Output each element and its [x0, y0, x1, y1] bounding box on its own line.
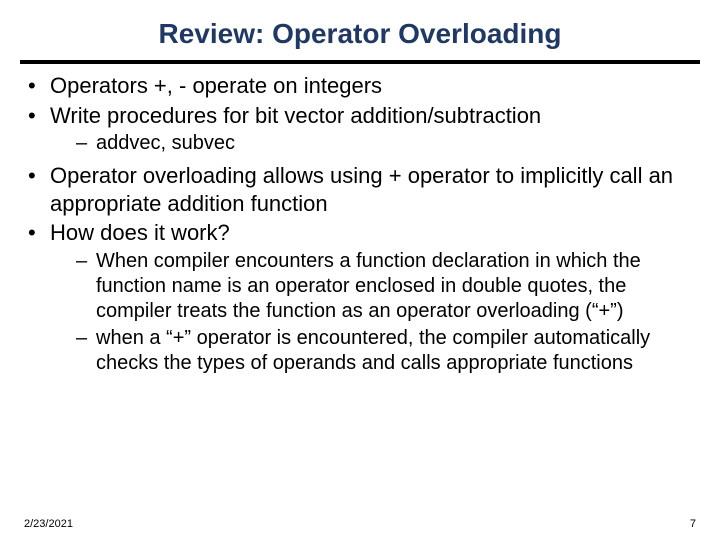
slide-content: Operators +, - operate on integers Write…: [0, 72, 720, 376]
slide-footer: 2/23/2021 7: [24, 518, 696, 530]
sub-bullet-item: addvec, subvec: [76, 131, 692, 156]
sub-bullet-list: When compiler encounters a function decl…: [50, 249, 692, 376]
bullet-item: How does it work? When compiler encounte…: [28, 219, 692, 376]
slide-title: Review: Operator Overloading: [0, 0, 720, 60]
title-divider: [20, 60, 700, 64]
sub-bullet-list: addvec, subvec: [50, 131, 692, 156]
slide: Review: Operator Overloading Operators +…: [0, 0, 720, 540]
sub-bullet-text: addvec, subvec: [96, 132, 235, 154]
sub-bullet-item: when a “+” operator is encountered, the …: [76, 326, 692, 376]
sub-bullet-item: When compiler encounters a function decl…: [76, 249, 692, 324]
footer-page-number: 7: [690, 518, 696, 530]
bullet-item: Operators +, - operate on integers: [28, 72, 692, 100]
sub-bullet-text: when a “+” operator is encountered, the …: [96, 327, 650, 374]
sub-bullet-text: When compiler encounters a function decl…: [96, 250, 641, 322]
bullet-text: Write procedures for bit vector addition…: [50, 103, 541, 128]
bullet-text: Operators +, - operate on integers: [50, 73, 382, 98]
bullet-text: Operator overloading allows using + oper…: [50, 163, 673, 216]
bullet-list: Operators +, - operate on integers Write…: [28, 72, 692, 376]
bullet-item: Operator overloading allows using + oper…: [28, 162, 692, 217]
footer-date: 2/23/2021: [24, 518, 73, 530]
bullet-item: Write procedures for bit vector addition…: [28, 102, 692, 157]
bullet-text: How does it work?: [50, 220, 230, 245]
